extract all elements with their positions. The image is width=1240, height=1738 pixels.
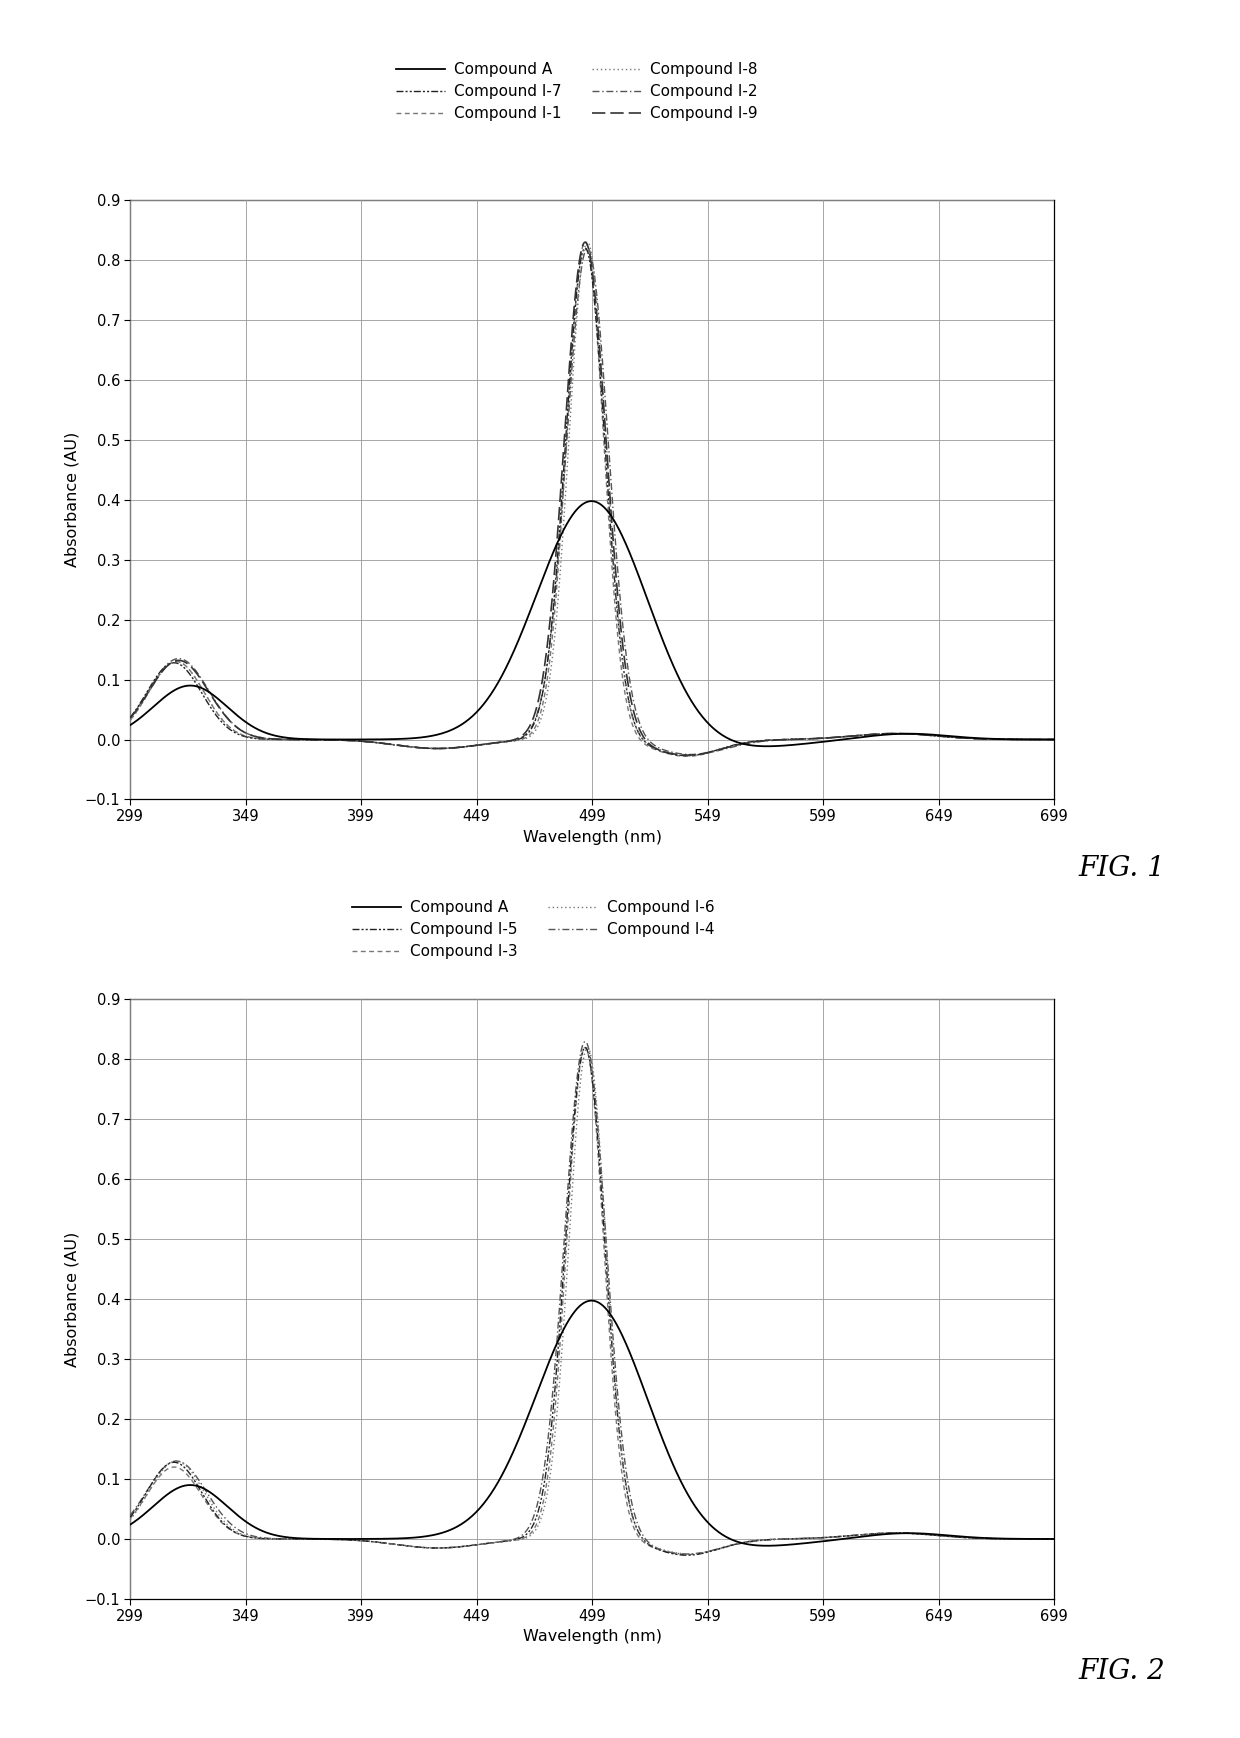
Legend: Compound A, Compound I-7, Compound I-1, Compound I-8, Compound I-2, Compound I-9: Compound A, Compound I-7, Compound I-1, … xyxy=(389,56,764,127)
Legend: Compound A, Compound I-5, Compound I-3, Compound I-6, Compound I-4: Compound A, Compound I-5, Compound I-3, … xyxy=(346,893,720,965)
X-axis label: Wavelength (nm): Wavelength (nm) xyxy=(522,1629,662,1644)
Text: FIG. 2: FIG. 2 xyxy=(1079,1658,1166,1686)
Y-axis label: Absorbance (AU): Absorbance (AU) xyxy=(64,433,79,567)
X-axis label: Wavelength (nm): Wavelength (nm) xyxy=(522,829,662,845)
Y-axis label: Absorbance (AU): Absorbance (AU) xyxy=(64,1232,79,1366)
Text: FIG. 1: FIG. 1 xyxy=(1079,855,1166,883)
